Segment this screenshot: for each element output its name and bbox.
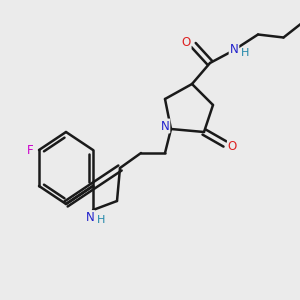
Text: H: H xyxy=(97,215,106,225)
Text: O: O xyxy=(228,140,237,154)
Text: H: H xyxy=(241,48,249,59)
Text: N: N xyxy=(230,43,238,56)
Text: N: N xyxy=(85,211,94,224)
Text: F: F xyxy=(27,143,33,157)
Text: N: N xyxy=(160,119,169,133)
Text: O: O xyxy=(182,35,190,49)
